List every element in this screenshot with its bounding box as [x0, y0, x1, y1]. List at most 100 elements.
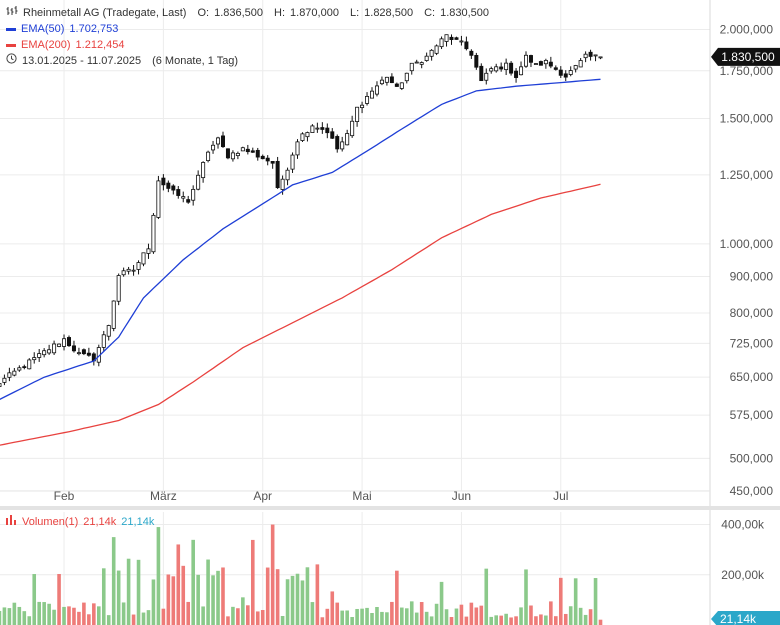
volume-bar: [390, 601, 394, 625]
candle-body: [300, 133, 305, 141]
volume-bar: [146, 610, 151, 625]
candle-body: [27, 359, 32, 370]
candle-body: [409, 62, 414, 72]
volume-bar: [554, 616, 558, 625]
price-tick-label: 650,000: [730, 370, 774, 384]
volume-bar: [300, 580, 305, 625]
candle-body: [533, 63, 538, 65]
volume-bar: [176, 544, 181, 625]
month-label: Mai: [352, 489, 371, 503]
candle-body: [489, 68, 494, 72]
candle-body: [350, 120, 355, 137]
volume-bar: [330, 591, 335, 625]
candle-body: [12, 370, 17, 376]
volume-bar: [424, 611, 429, 625]
ema200-swatch: [6, 43, 16, 47]
ema50-line: [0, 78, 601, 400]
candle-body: [206, 151, 211, 162]
low-value: 1.828,500: [364, 7, 414, 19]
candle-body: [434, 45, 439, 54]
volume-bar: [241, 597, 245, 625]
legend-title-row: Rheinmetall AG (Tradegate, Last) O: 1.836…: [6, 5, 489, 21]
candle-body: [444, 34, 449, 42]
candle-body: [524, 54, 529, 67]
candle-body: [374, 85, 379, 95]
month-label: März: [150, 489, 177, 503]
volume-bar: [469, 602, 474, 625]
candle-body: [583, 53, 588, 59]
volume-bar: [524, 569, 528, 625]
volume-bar: [236, 608, 240, 625]
candle-body: [325, 127, 330, 134]
open-label: O:: [197, 7, 210, 19]
volume-bar: [32, 574, 37, 625]
candle-body: [196, 174, 201, 190]
volume-bar: [141, 612, 146, 625]
candle-body: [365, 95, 370, 104]
candle-body: [598, 56, 603, 59]
candle-body: [126, 268, 131, 272]
volume-bar: [285, 579, 290, 625]
volume-bar: [345, 610, 349, 625]
open-value: 1.836,500: [214, 7, 264, 19]
candle-body: [22, 366, 27, 369]
volume-tick-label: 200,00k: [721, 568, 765, 582]
volume-bar: [166, 574, 171, 625]
close-label: C:: [424, 7, 436, 19]
volume-bar: [106, 615, 111, 625]
candle-body: [76, 352, 81, 355]
candle-body: [394, 83, 399, 87]
volume-bar: [186, 601, 191, 625]
volume-bar: [295, 573, 300, 625]
price-tick-label: 725,000: [730, 336, 774, 350]
legend-range-row[interactable]: 13.01.2025 - 11.07.2025 (6 Monate, 1 Tag…: [6, 53, 489, 69]
volume-bar: [7, 608, 12, 625]
volume-bar: [17, 606, 22, 625]
volume-bar: [111, 537, 116, 625]
volume-bar: [414, 612, 419, 625]
volume-bar: [246, 605, 250, 625]
price-tick-label: 1.250,000: [720, 168, 774, 182]
volume-bar: [181, 565, 186, 625]
candle-body: [176, 189, 181, 196]
month-label: Jun: [452, 489, 471, 503]
candle-body: [528, 55, 533, 63]
volume-bar: [250, 539, 255, 625]
volume-bar: [12, 602, 17, 625]
volume-bar: [454, 608, 459, 625]
candle-body: [479, 65, 484, 82]
candle-body: [280, 178, 285, 190]
legend-ema50-row[interactable]: EMA(50) 1.702,753: [6, 21, 489, 37]
volume-label: Volumen(1): [22, 516, 79, 528]
candle-body: [166, 182, 171, 189]
candle-body: [235, 152, 240, 157]
volume-bar: [409, 601, 414, 625]
candle-body: [379, 79, 384, 85]
month-label: Apr: [253, 489, 272, 503]
volume-bar: [519, 607, 523, 625]
volume-bar: [434, 603, 439, 625]
candle-body: [255, 149, 260, 158]
volume-legend: Volumen(1) 21,14k 21,14k: [6, 515, 154, 529]
candle-body: [439, 38, 444, 48]
legend-ema200-row[interactable]: EMA(200) 1.212,454: [6, 37, 489, 53]
candle-body: [111, 300, 116, 329]
volume-bar: [509, 617, 513, 625]
volume-bar: [335, 602, 340, 625]
candle-body: [429, 49, 434, 57]
volume-bar: [380, 611, 384, 625]
candle-body: [161, 177, 166, 186]
volume-bar: [474, 607, 479, 625]
volume-bar: [598, 619, 603, 625]
clock-icon: [6, 53, 17, 69]
ema200-line: [0, 183, 601, 446]
candle-body: [66, 337, 71, 347]
candle-body: [42, 350, 47, 356]
volume-bar: [563, 613, 568, 625]
candle-body: [32, 357, 37, 361]
candle-body: [17, 367, 22, 371]
volume-bar: [340, 610, 345, 625]
volume-bar: [260, 610, 265, 625]
